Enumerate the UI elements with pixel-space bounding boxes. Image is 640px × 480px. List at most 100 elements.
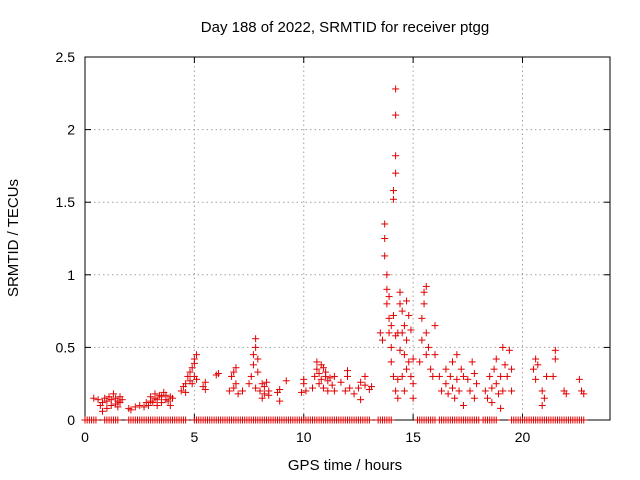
data-point <box>319 364 327 372</box>
data-point <box>389 187 397 195</box>
data-point <box>365 416 373 424</box>
data-point <box>435 372 443 380</box>
data-point <box>488 384 496 392</box>
data-point <box>230 368 238 376</box>
x-tick-label: 20 <box>515 429 531 445</box>
data-point <box>499 343 507 351</box>
data-point <box>92 416 100 424</box>
data-point <box>361 381 369 389</box>
data-point <box>403 336 411 344</box>
data-point <box>311 372 319 380</box>
data-point <box>228 372 236 380</box>
data-points <box>81 85 588 424</box>
data-point <box>444 390 452 398</box>
data-point <box>396 288 404 296</box>
data-point <box>263 378 271 386</box>
data-point <box>188 364 196 372</box>
data-point <box>392 152 400 160</box>
data-point <box>177 387 185 395</box>
data-point <box>389 311 397 319</box>
data-point <box>392 85 400 93</box>
data-point <box>234 390 242 398</box>
data-point <box>580 390 588 398</box>
data-point <box>140 403 148 411</box>
data-point <box>315 370 323 378</box>
data-point <box>107 396 115 404</box>
data-point <box>109 390 117 398</box>
data-point <box>403 297 411 305</box>
data-point <box>313 365 321 373</box>
data-point <box>350 390 358 398</box>
data-point <box>398 372 406 380</box>
data-point <box>193 375 201 383</box>
data-point <box>422 282 430 290</box>
data-point <box>322 368 330 376</box>
data-point <box>324 387 332 395</box>
data-point <box>357 378 365 386</box>
data-point <box>416 358 424 366</box>
data-point <box>118 396 126 404</box>
data-point <box>409 380 417 388</box>
data-point <box>508 365 516 373</box>
data-point <box>385 314 393 322</box>
data-point <box>184 372 192 380</box>
data-point <box>503 372 511 380</box>
data-point <box>252 384 260 392</box>
data-point <box>580 416 588 424</box>
axis-ticks: 0 5 10 15 20 0 0.5 1 1.5 2 2.5 <box>56 49 610 445</box>
y-tick-label: 0 <box>67 412 75 428</box>
data-point <box>400 322 408 330</box>
data-point <box>254 368 262 376</box>
data-point <box>403 365 411 373</box>
y-axis-label: SRMTID / TECUs <box>5 179 22 297</box>
data-point <box>103 397 111 405</box>
x-tick-label: 15 <box>405 429 421 445</box>
data-point <box>361 372 369 380</box>
data-point <box>383 285 391 293</box>
y-tick-label: 2 <box>67 122 75 138</box>
data-point <box>385 329 393 337</box>
data-point <box>449 358 456 366</box>
data-point <box>315 380 323 388</box>
data-point <box>392 387 400 395</box>
data-point <box>389 195 397 203</box>
data-point <box>532 355 540 363</box>
data-point <box>457 365 465 373</box>
data-point <box>127 406 135 414</box>
data-point <box>543 372 551 380</box>
data-point <box>429 372 437 380</box>
data-point <box>354 384 362 392</box>
data-point <box>534 361 542 369</box>
grid-lines <box>85 57 610 420</box>
data-point <box>449 384 456 392</box>
data-point <box>151 390 159 398</box>
data-point <box>551 355 559 363</box>
data-point <box>405 358 413 366</box>
data-point <box>575 375 583 383</box>
data-point <box>562 390 570 398</box>
data-point <box>431 351 439 359</box>
data-point <box>276 397 284 405</box>
data-point <box>166 401 174 409</box>
data-point <box>249 361 257 369</box>
data-point <box>409 394 417 402</box>
data-point <box>313 358 321 366</box>
data-point <box>459 372 467 380</box>
data-point <box>376 329 384 337</box>
data-point <box>381 220 389 228</box>
data-point <box>538 387 546 395</box>
data-point <box>392 169 400 177</box>
data-point <box>420 300 428 308</box>
data-point <box>529 365 537 373</box>
data-point <box>239 387 246 395</box>
data-point <box>431 322 439 330</box>
data-point <box>468 358 476 366</box>
data-point <box>190 355 198 363</box>
data-point <box>136 401 144 409</box>
data-point <box>392 111 400 119</box>
plot-frame <box>84 56 611 421</box>
data-point <box>149 399 157 407</box>
data-point <box>470 370 478 378</box>
x-tick-label: 10 <box>296 429 312 445</box>
data-point <box>94 396 102 404</box>
